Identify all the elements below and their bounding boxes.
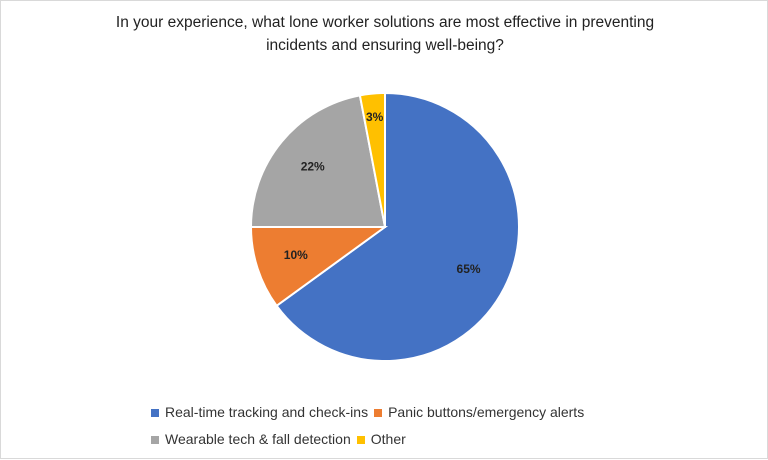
data-label-panic-buttons: 10% xyxy=(284,248,308,262)
pie-slice-real-time-tracking xyxy=(275,91,520,362)
legend-row-2: Wearable tech & fall detection Other xyxy=(151,426,631,453)
chart-title: In your experience, what lone worker sol… xyxy=(41,11,729,57)
legend-swatch-wearable-tech xyxy=(151,435,159,444)
legend-swatch-panic-buttons xyxy=(374,408,383,417)
pie-slice-wearable-tech xyxy=(249,94,387,228)
legend-swatch-other xyxy=(356,435,365,444)
chart-title-line-1: In your experience, what lone worker sol… xyxy=(115,14,655,31)
legend-item-panic-buttons: Panic buttons/emergency alerts xyxy=(374,399,584,426)
legend-item-wearable-tech: Wearable tech & fall detection xyxy=(151,426,351,453)
data-label-real-time-tracking: 65% xyxy=(457,262,481,276)
legend-swatch-real-time-tracking xyxy=(151,408,159,417)
legend-row-1: Real-time tracking and check-ins Panic b… xyxy=(151,399,631,426)
legend-item-real-time-tracking: Real-time tracking and check-ins xyxy=(151,399,368,426)
legend-label-real-time-tracking: Real-time tracking and check-ins xyxy=(165,404,369,420)
legend-label-panic-buttons: Panic buttons/emergency alerts xyxy=(388,404,585,420)
legend-label-other: Other xyxy=(370,431,406,447)
pie-slice-other xyxy=(358,91,386,228)
pie-slice-panic-buttons xyxy=(249,226,389,308)
data-label-other: 3% xyxy=(366,110,384,124)
data-label-wearable-tech: 22% xyxy=(301,159,325,173)
legend: Real-time tracking and check-ins Panic b… xyxy=(151,399,631,453)
legend-item-other: Other xyxy=(356,426,406,453)
legend-label-wearable-tech: Wearable tech & fall detection xyxy=(165,431,351,447)
chart-title-line-2: incidents and ensuring well-being? xyxy=(266,37,504,54)
